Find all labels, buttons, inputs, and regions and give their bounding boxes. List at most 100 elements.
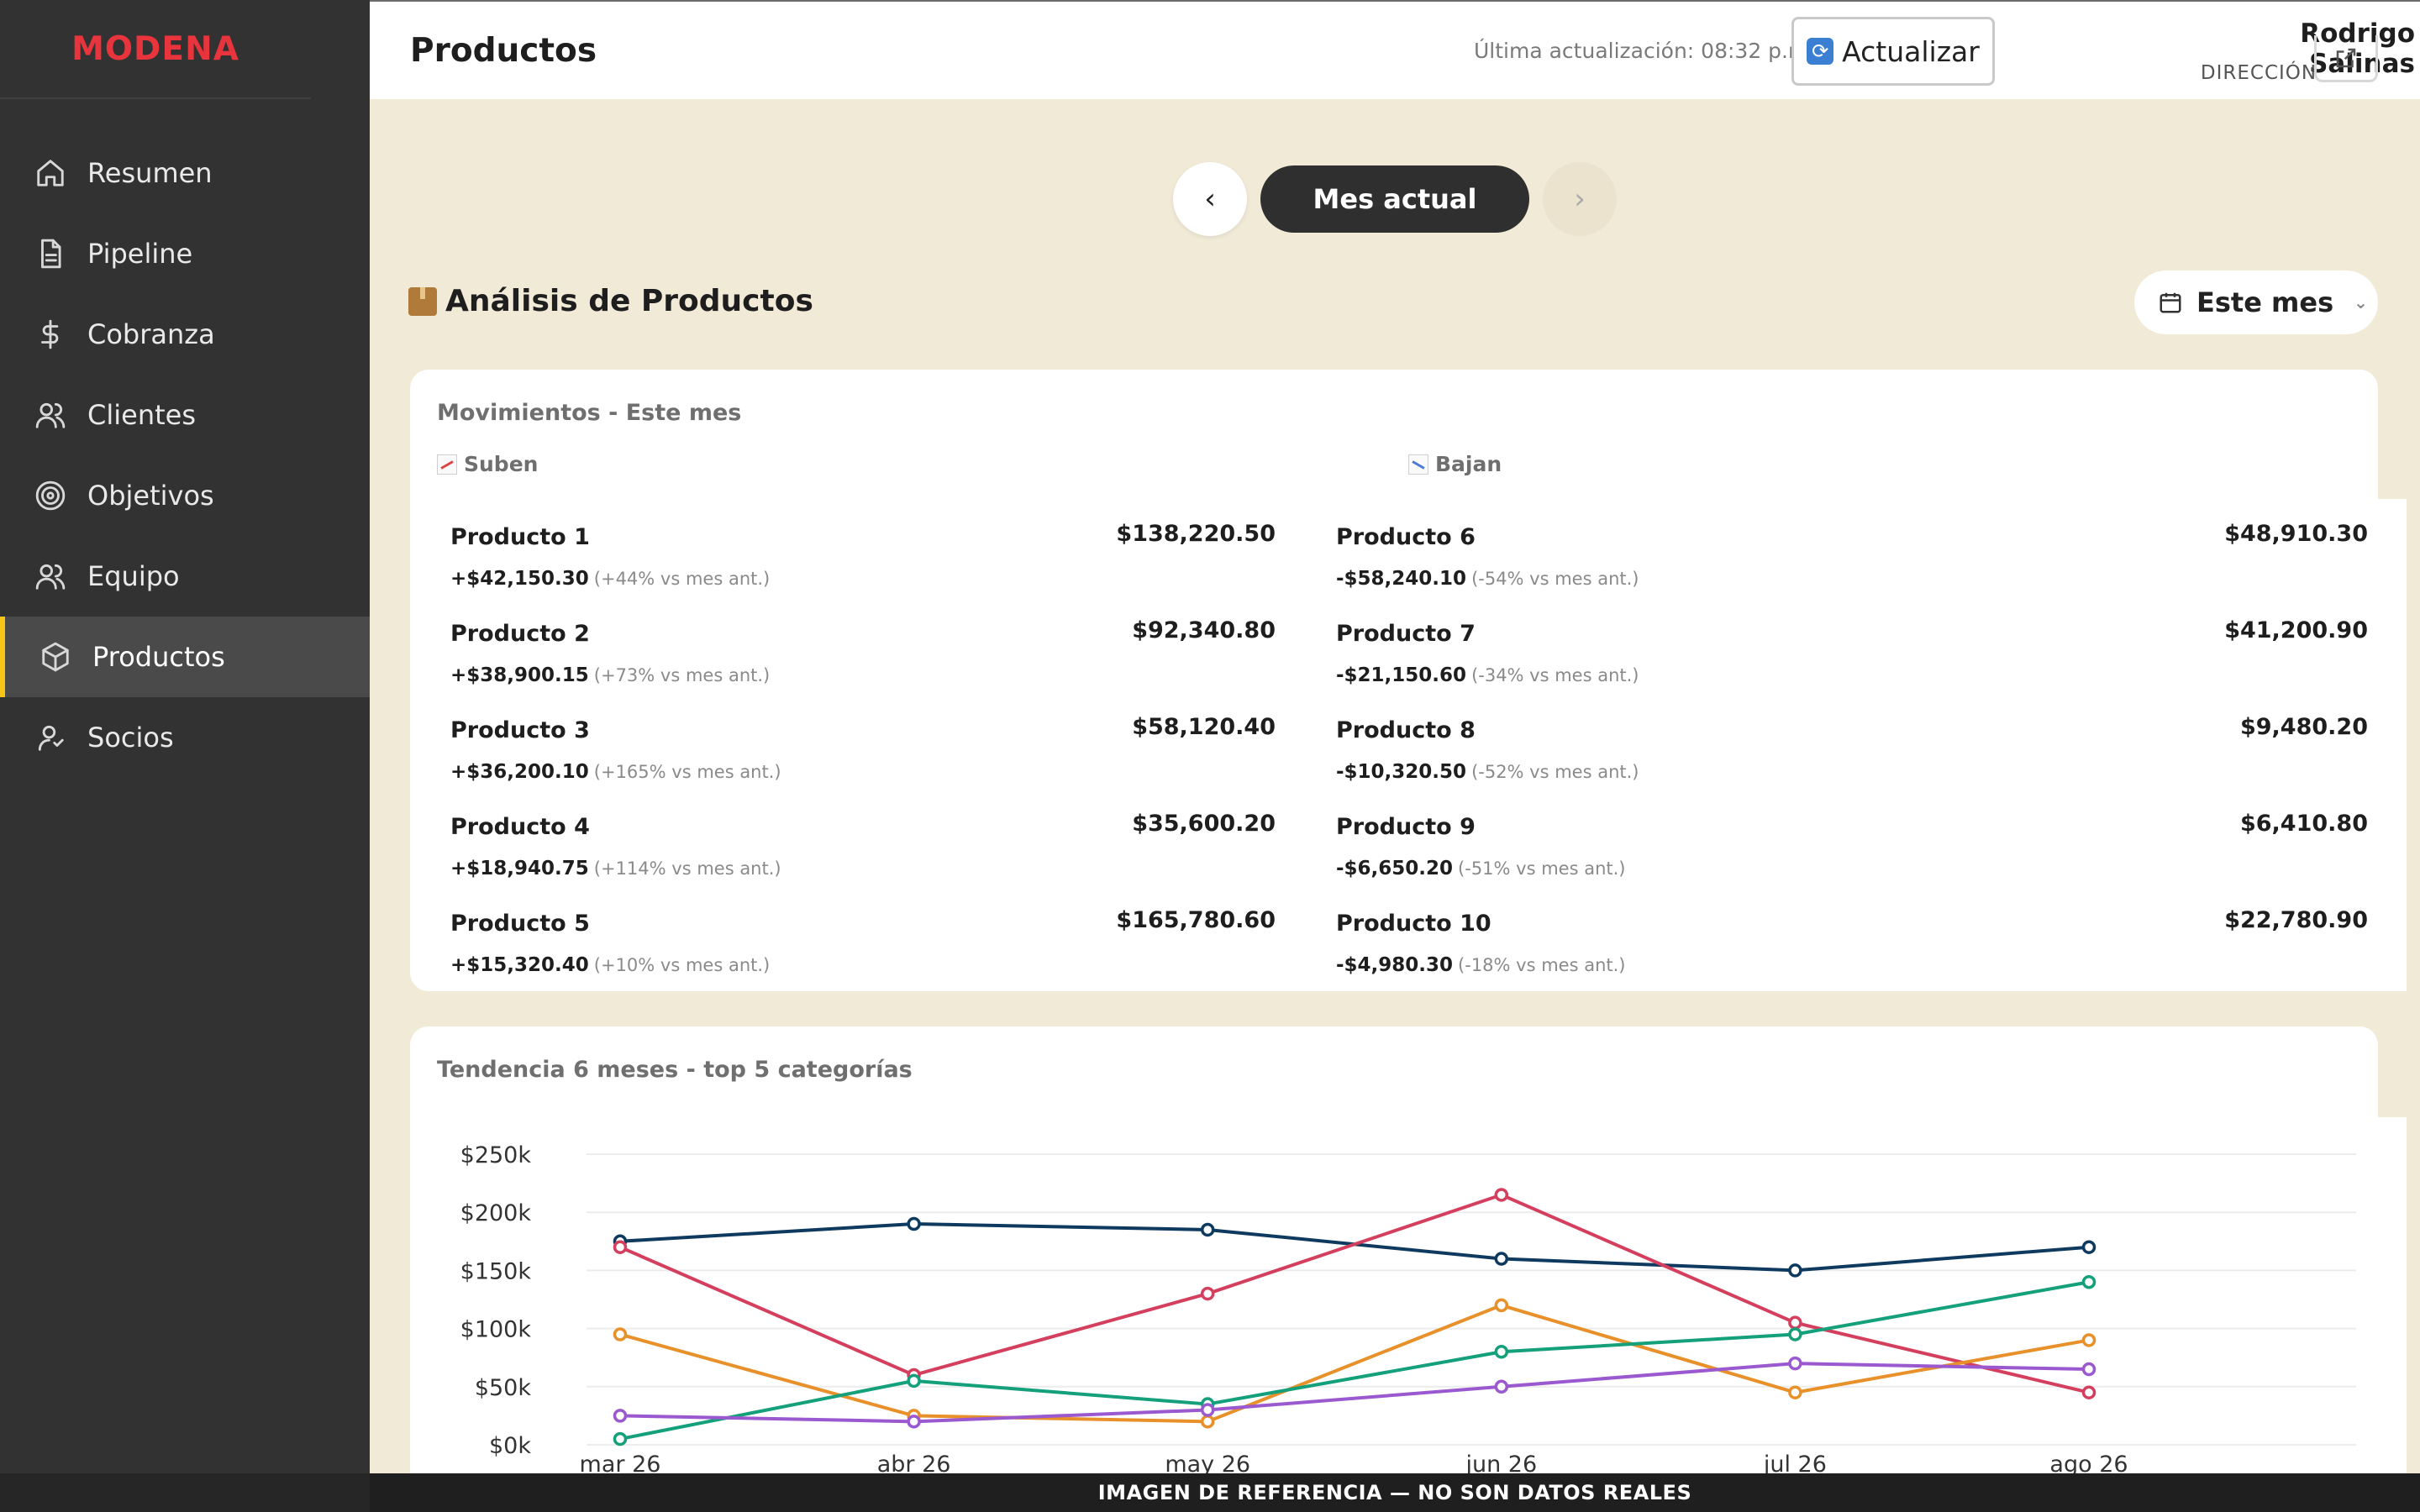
refresh-icon: ⟳ (1807, 38, 1834, 65)
sidebar-item-socios[interactable]: Socios (0, 697, 370, 778)
product-up-item[interactable]: Producto 2 $92,340.80 +$38,900.15 (+73% v… (450, 609, 1276, 706)
data-point-series-3 (613, 1327, 628, 1341)
product-name: Producto 10 (1336, 911, 1491, 937)
data-point-series-2 (2081, 1385, 2096, 1399)
current-month-button[interactable]: Mes actual (1260, 165, 1529, 233)
product-delta: -$58,240.10 (-54% vs mes ant.) (1336, 568, 1639, 590)
next-month-button[interactable]: › (1543, 162, 1617, 236)
product-down-item[interactable]: Producto 7 $41,200.90 -$21,150.60 (-34% v… (1336, 609, 2368, 706)
brand-logo[interactable]: MODENA (0, 0, 311, 99)
product-delta: +$42,150.30 (+44% vs mes ant.) (450, 568, 770, 590)
product-up-item[interactable]: Producto 4 $35,600.20 +$18,940.75 (+114% … (450, 802, 1276, 899)
data-point-series-5 (1788, 1356, 1802, 1371)
logout-button[interactable] (2314, 35, 2378, 82)
data-point-series-4 (1494, 1345, 1509, 1359)
x-tick-label: jul 26 (1763, 1452, 1827, 1478)
data-point-series-5 (613, 1409, 628, 1423)
sidebar-item-resumen[interactable]: Resumen (0, 133, 370, 213)
product-total: $165,780.60 (1116, 907, 1276, 933)
sidebar-item-label: Cobranza (87, 318, 215, 350)
product-total: $48,910.30 (2224, 521, 2368, 547)
data-point-series-1 (2081, 1240, 2096, 1254)
product-delta: +$18,940.75 (+114% vs mes ant.) (450, 858, 781, 879)
trend-card: Tendencia 6 meses - top 5 categorías $0k… (410, 1026, 2378, 1512)
trend-line-chart: $0k $50k $100k $150k $200k $250k mar 26 abr 26 m… (460, 1142, 2356, 1478)
delta-value: +$18,940.75 (450, 858, 589, 879)
series-line-5 (619, 1362, 2090, 1424)
x-tick-label: abr 26 (877, 1452, 951, 1478)
refresh-button[interactable]: ⟳ Actualizar (1791, 17, 1995, 86)
data-point-series-1 (1788, 1263, 1802, 1278)
product-total: $41,200.90 (2224, 617, 2368, 643)
period-select[interactable]: Este mes ⌄ (2134, 270, 2378, 334)
delta-value: +$15,320.40 (450, 954, 589, 976)
delta-value: -$4,980.30 (1336, 954, 1454, 976)
product-total: $9,480.20 (2239, 714, 2368, 740)
delta-pct: (+44% vs mes ant.) (593, 569, 771, 589)
prev-month-button[interactable]: ‹ (1173, 162, 1247, 236)
delta-pct: (-52% vs mes ant.) (1471, 762, 1639, 782)
sidebar-item-label: Clientes (87, 399, 196, 431)
series-line-3 (619, 1303, 2090, 1424)
delta-value: -$58,240.10 (1336, 568, 1467, 590)
y-tick-label: $250k (460, 1142, 532, 1168)
logout-icon (2336, 48, 2356, 67)
product-name: Producto 7 (1336, 621, 1476, 647)
y-tick-label: $0k (489, 1433, 531, 1459)
product-name: Producto 8 (1336, 717, 1476, 743)
product-up-item[interactable]: Producto 5 $165,780.60 +$15,320.40 (+10% … (450, 899, 1276, 995)
product-name: Producto 6 (1336, 524, 1476, 550)
delta-pct: (+114% vs mes ant.) (593, 858, 781, 879)
sidebar-footer (0, 1473, 370, 1512)
sidebar-item-productos[interactable]: Productos (0, 617, 370, 697)
down-column-header: Bajan (1408, 452, 1502, 476)
product-delta: +$36,200.10 (+165% vs mes ant.) (450, 761, 781, 783)
sidebar-item-equipo[interactable]: Equipo (0, 536, 370, 617)
x-tick-label: mar 26 (580, 1452, 661, 1478)
up-column-header: Suben (437, 452, 538, 476)
data-point-series-5 (907, 1415, 921, 1429)
dollar-icon (34, 318, 67, 351)
product-name: Producto 1 (450, 524, 590, 550)
sidebar: MODENA Resumen Pipeline Cobranza Cliente… (0, 0, 370, 1512)
sidebar-item-clientes[interactable]: Clientes (0, 375, 370, 455)
data-point-series-1 (907, 1216, 921, 1231)
x-tick-label: may 26 (1165, 1452, 1250, 1478)
home-icon (34, 156, 67, 190)
product-total: $138,220.50 (1116, 521, 1276, 547)
delta-value: -$6,650.20 (1336, 858, 1454, 879)
chart-up-icon (437, 454, 457, 475)
sidebar-item-objetivos[interactable]: Objetivos (0, 455, 370, 536)
data-point-series-2 (613, 1240, 628, 1254)
partner-icon (34, 721, 67, 754)
product-down-item[interactable]: Producto 6 $48,910.30 -$58,240.10 (-54% v… (1336, 512, 2368, 609)
sidebar-item-label: Socios (87, 722, 174, 753)
product-down-item[interactable]: Producto 8 $9,480.20 -$10,320.50 (-52% vs… (1336, 706, 2368, 802)
product-total: $22,780.90 (2224, 907, 2368, 933)
product-delta: -$6,650.20 (-51% vs mes ant.) (1336, 858, 1626, 879)
user-name: Rodrigo Salinas (2300, 18, 2415, 79)
product-delta: -$21,150.60 (-34% vs mes ant.) (1336, 664, 1639, 686)
delta-pct: (+73% vs mes ant.) (593, 665, 771, 685)
product-up-item[interactable]: Producto 1 $138,220.50 +$42,150.30 (+44% … (450, 512, 1276, 609)
sidebar-item-cobranza[interactable]: Cobranza (0, 294, 370, 375)
sidebar-item-pipeline[interactable]: Pipeline (0, 213, 370, 294)
data-point-series-5 (1200, 1403, 1215, 1417)
data-point-series-4 (1788, 1327, 1802, 1341)
product-up-item[interactable]: Producto 3 $58,120.40 +$36,200.10 (+165% … (450, 706, 1276, 802)
product-name: Producto 4 (450, 814, 590, 840)
delta-pct: (-18% vs mes ant.) (1458, 955, 1626, 975)
data-point-series-4 (2081, 1274, 2096, 1289)
product-down-item[interactable]: Producto 10 $22,780.90 -$4,980.30 (-18% v… (1336, 899, 2368, 995)
team-icon (34, 559, 67, 593)
delta-value: +$42,150.30 (450, 568, 589, 590)
delta-pct: (-51% vs mes ant.) (1458, 858, 1626, 879)
delta-value: +$36,200.10 (450, 761, 589, 783)
up-label: Suben (464, 452, 539, 476)
product-delta: +$15,320.40 (+10% vs mes ant.) (450, 954, 770, 976)
refresh-label: Actualizar (1842, 34, 1980, 68)
delta-pct: (+10% vs mes ant.) (593, 955, 771, 975)
product-down-item[interactable]: Producto 9 $6,410.80 -$6,650.20 (-51% vs … (1336, 802, 2368, 899)
product-total: $35,600.20 (1132, 811, 1276, 837)
page-title: Productos (410, 32, 597, 70)
